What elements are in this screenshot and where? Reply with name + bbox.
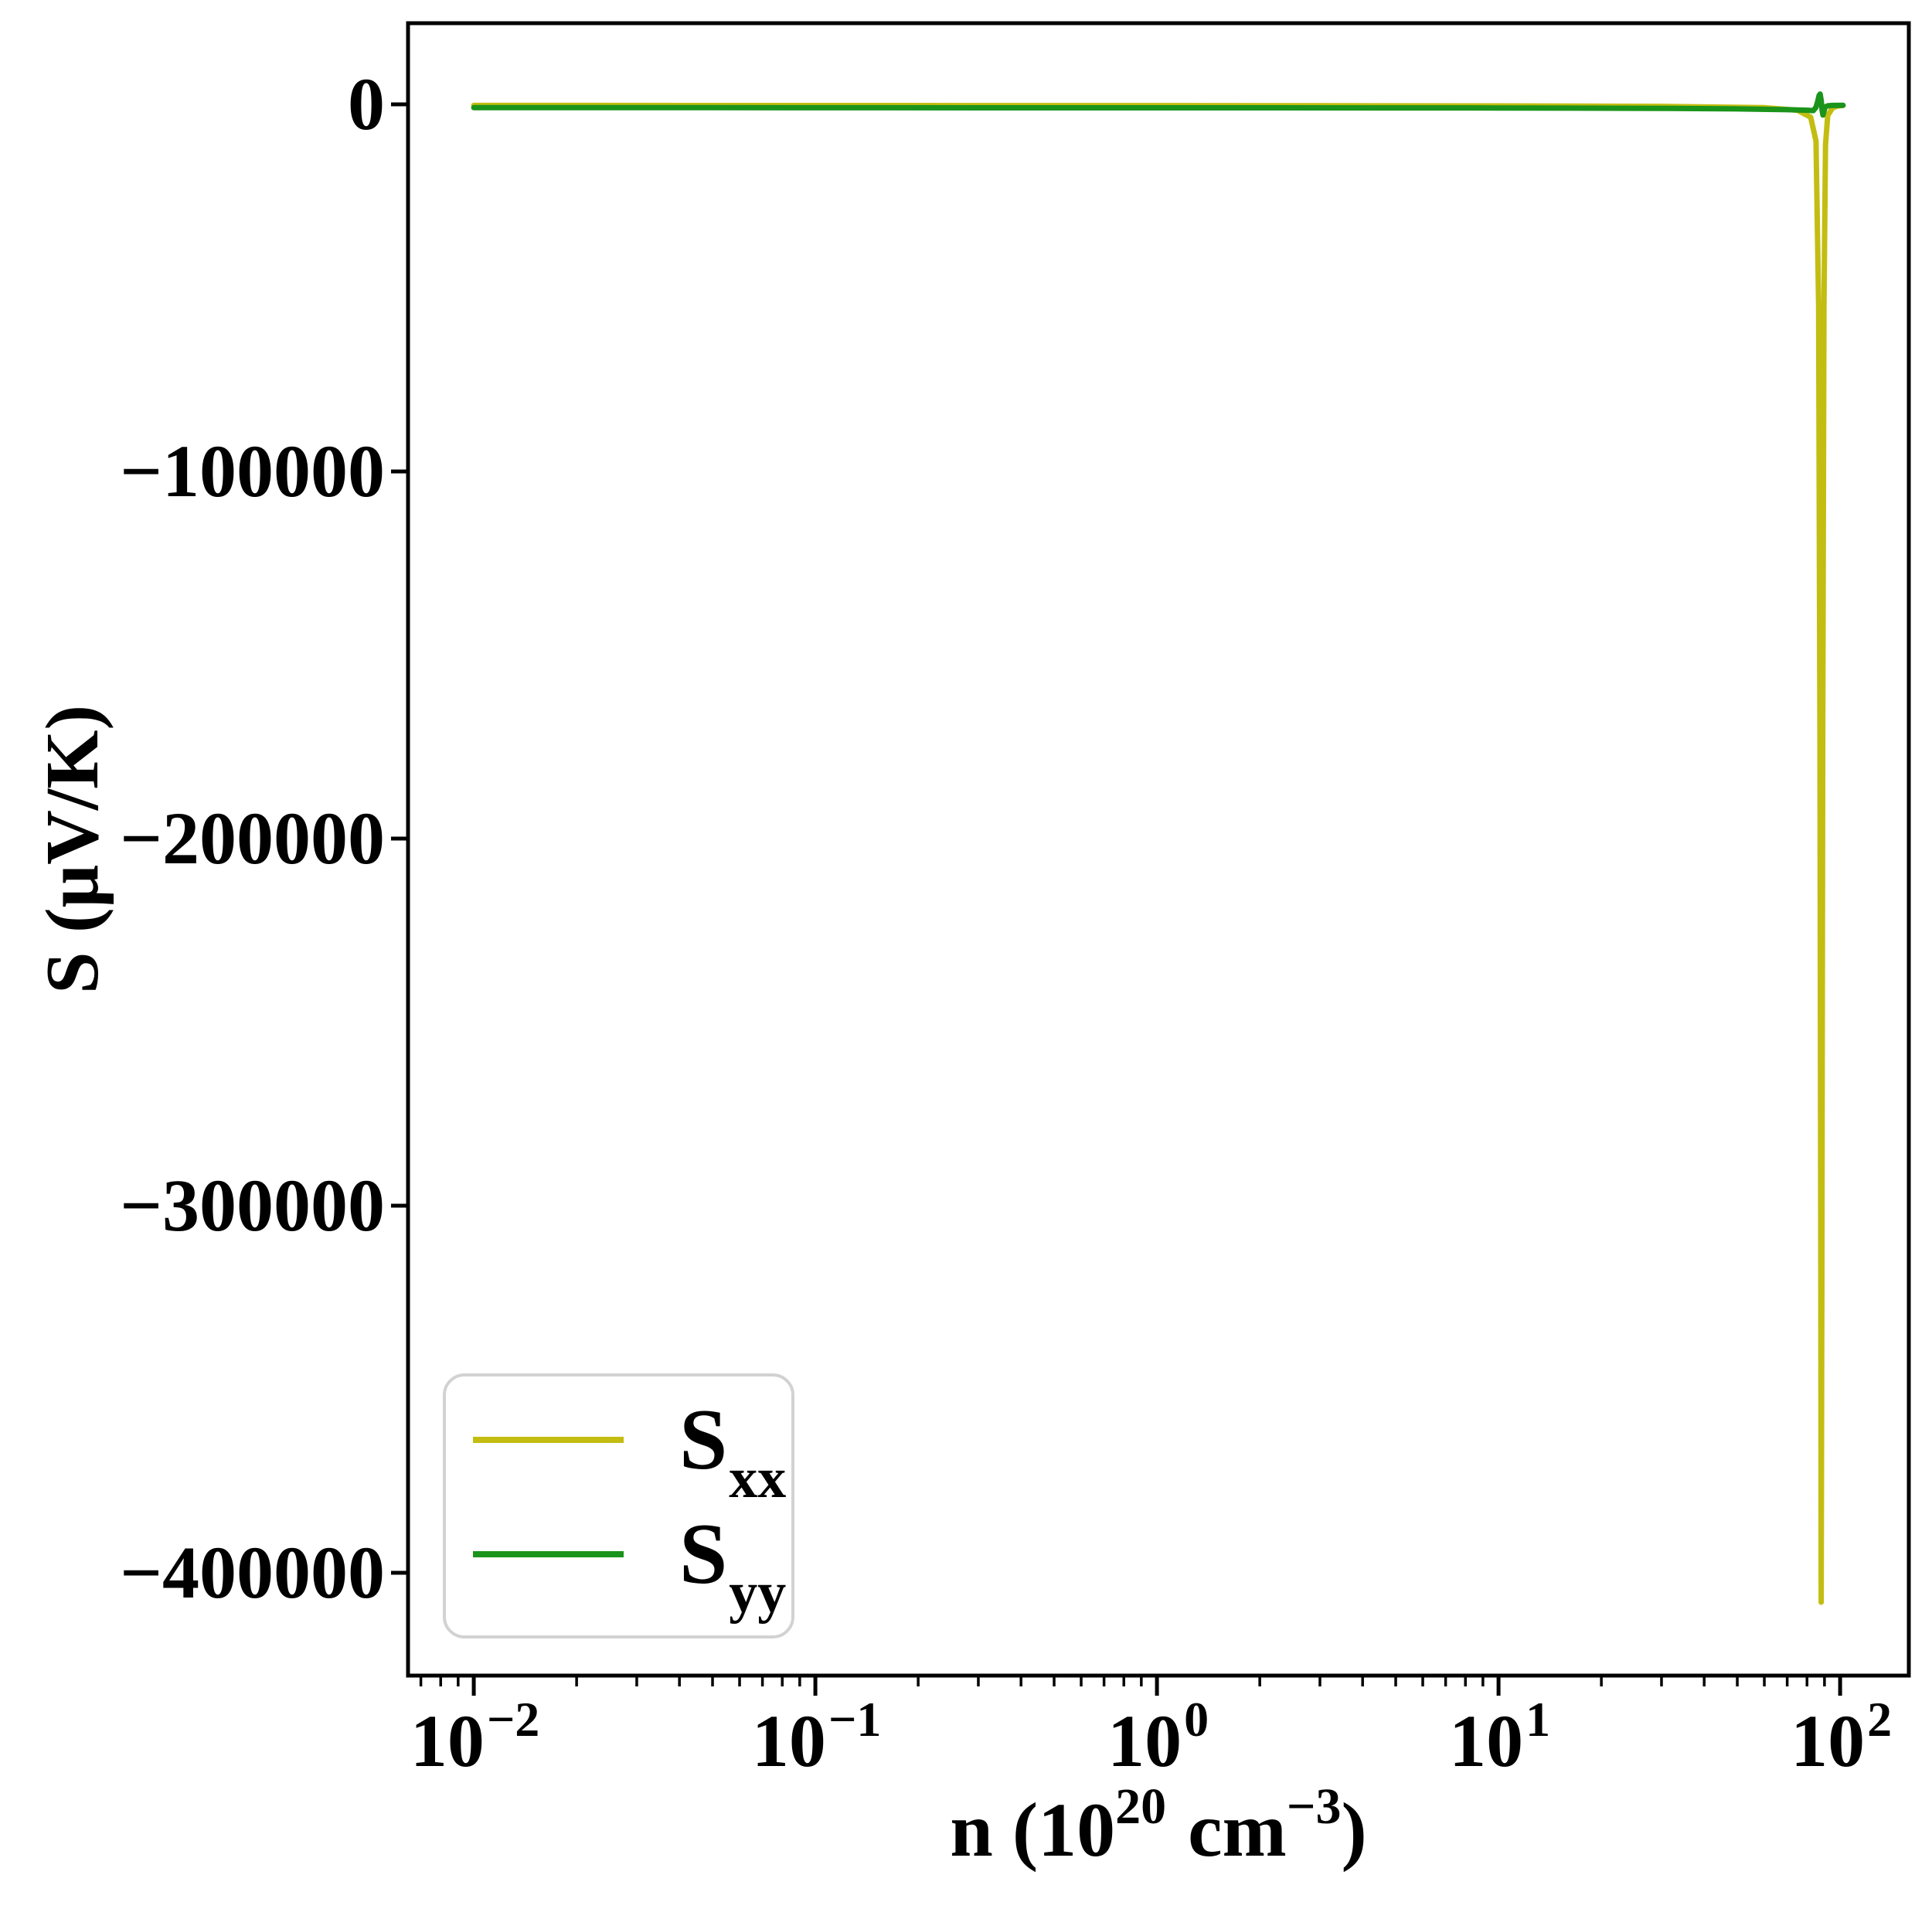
y-tick-label: −300000 xyxy=(120,1163,385,1247)
x-tick-label: 101 xyxy=(1449,1692,1551,1783)
y-tick-label: 0 xyxy=(348,62,385,145)
y-tick-label: −200000 xyxy=(120,796,385,880)
x-axis-label-exp1: 20 xyxy=(1115,1778,1167,1835)
x-axis-label-exp2: −3 xyxy=(1286,1778,1342,1835)
x-axis-label: n (1020 cm−3) xyxy=(849,1781,1468,1877)
x-tick-label: 102 xyxy=(1791,1692,1893,1783)
legend-entry-syy: Syy xyxy=(473,1500,787,1625)
legend-entry-sxx: Sxx xyxy=(473,1386,787,1511)
y-tick-label: −100000 xyxy=(120,429,385,512)
x-axis-label-mid: cm xyxy=(1188,1787,1287,1873)
x-axis-label-post: ) xyxy=(1341,1787,1367,1873)
legend-label-sxx: Sxx xyxy=(679,1392,787,1511)
legend-line-sample-sxx xyxy=(473,1437,624,1443)
x-tick-label: 100 xyxy=(1107,1692,1209,1783)
legend: Sxx Syy xyxy=(443,1373,794,1638)
x-tick-label: 10−1 xyxy=(751,1692,882,1783)
x-tick-label: 10−2 xyxy=(410,1692,540,1783)
legend-line-sample-syy xyxy=(473,1551,624,1557)
x-axis-label-pre: n (10 xyxy=(950,1787,1116,1873)
legend-label-syy: Syy xyxy=(679,1506,787,1625)
series-line-syy xyxy=(471,91,1846,118)
y-tick-label: −400000 xyxy=(120,1530,385,1614)
